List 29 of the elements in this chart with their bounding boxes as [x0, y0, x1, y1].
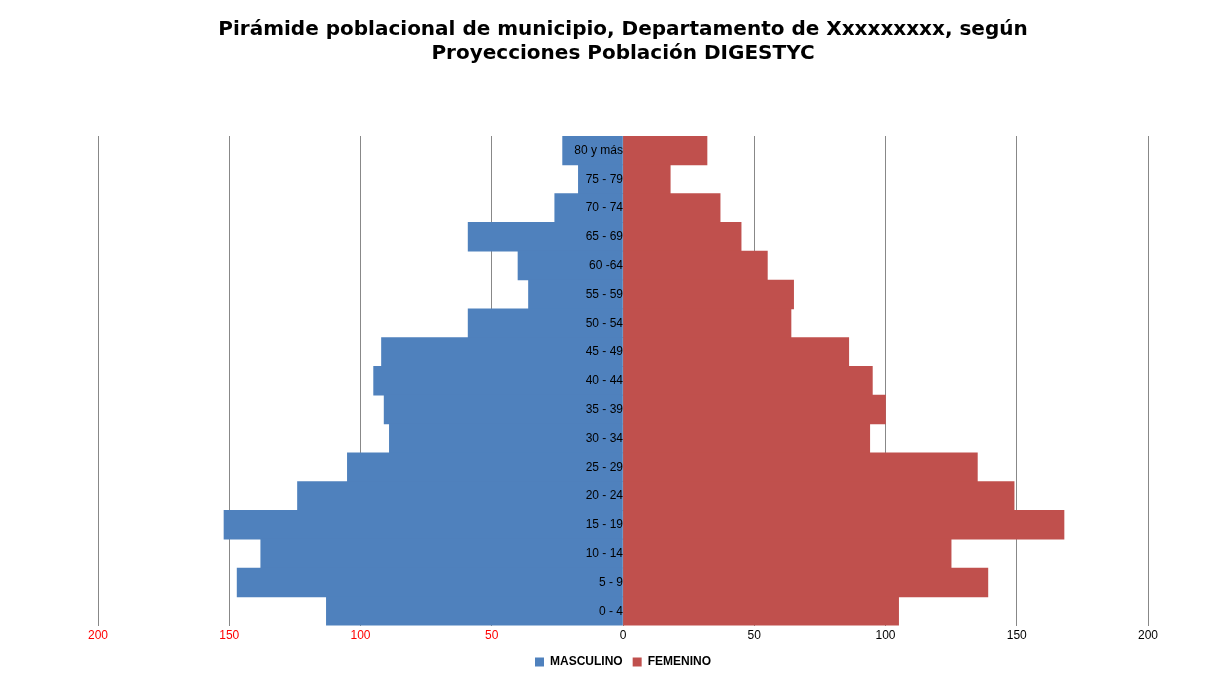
x-tick-label: 150 [219, 628, 240, 643]
y-tick-label: 80 y más [574, 142, 623, 157]
y-tick-label: 40 - 44 [585, 373, 624, 388]
x-tick-label: 100 [875, 628, 896, 643]
y-tick-label: 30 - 34 [585, 430, 624, 445]
x-tick-label: 50 [485, 628, 499, 643]
y-tick-label: 50 - 54 [585, 315, 624, 330]
y-tick-label: 15 - 19 [585, 517, 624, 532]
x-tick-label: 50 [747, 628, 762, 643]
legend-label: FEMENINO [647, 654, 712, 669]
y-tick-label: 75 - 79 [585, 171, 624, 186]
x-tick-label: 0 [619, 628, 627, 643]
y-tick-label: 70 - 74 [585, 200, 624, 215]
x-tick-label: 100 [350, 628, 371, 643]
y-tick-label: 10 - 14 [585, 545, 624, 560]
y-tick-label: 35 - 39 [585, 401, 624, 416]
x-tick-label: 150 [1006, 628, 1028, 643]
x-tick-label: 200 [1137, 628, 1159, 643]
y-tick-label: 60 -64 [588, 257, 624, 272]
y-tick-label: 5 - 9 [598, 574, 624, 589]
y-tick-label: 20 - 24 [585, 488, 624, 503]
y-tick-label: 65 - 69 [585, 229, 624, 244]
y-tick-label: 45 - 49 [585, 344, 624, 359]
y-tick-label: 55 - 59 [585, 286, 624, 301]
y-tick-label: 0 - 4 [598, 603, 624, 618]
legend-label: MASCULINO [550, 654, 623, 669]
chart-title: Pirámide poblacional de municipio, Departamento de Xxxxxxxxx, según Proyecciones Población DIGESTYC [218, 16, 1028, 65]
x-tick-label: 200 [87, 628, 109, 643]
y-tick-label: 25 - 29 [585, 459, 624, 474]
